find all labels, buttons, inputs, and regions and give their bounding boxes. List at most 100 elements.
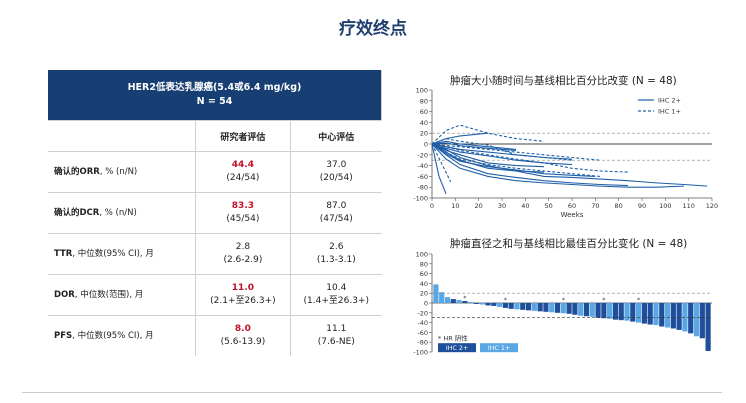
central-value: 87.0 (47/54) — [290, 192, 382, 234]
series-line — [431, 138, 573, 161]
y-tick-label: 60 — [420, 270, 428, 278]
table-row: 确认的ORR, % (n/N) 44.4 (24/54) 37.0 (20/54) — [48, 151, 382, 193]
y-tick-label: -20 — [417, 151, 428, 159]
y-tick-label: 100 — [416, 251, 428, 259]
bar — [699, 303, 705, 339]
bar — [595, 303, 601, 318]
investigator-value: 83.3 (45/54) — [195, 192, 292, 234]
bar — [456, 300, 462, 303]
table-row: 确认的DCR, % (n/N) 83.3 (45/54) 87.0 (47/54) — [48, 192, 382, 234]
bar — [537, 303, 543, 312]
x-axis-label: Weeks — [561, 211, 584, 219]
bar — [693, 303, 700, 337]
x-tick-label: 110 — [682, 202, 694, 210]
legend-label: IHC 1+ — [488, 345, 510, 352]
spider-chart-title: 肿瘤大小随时间与基线相比百分比改变 (N = 48) — [450, 75, 677, 87]
x-tick-label: 10 — [451, 202, 459, 210]
hr-negative-marker: * — [562, 297, 565, 304]
x-tick-label: 20 — [475, 202, 483, 210]
series-line — [431, 143, 447, 194]
bar — [607, 303, 613, 319]
table-header-line1: HER2低表达乳腺癌(5.4或6.4 mg/kg) — [127, 82, 302, 93]
table-header-row: HER2低表达乳腺癌(5.4或6.4 mg/kg) N = 54 — [48, 70, 382, 121]
x-tick-label: 120 — [706, 202, 718, 210]
x-tick-label: 30 — [498, 202, 506, 210]
x-tick-label: 40 — [521, 202, 529, 210]
footer-divider — [22, 392, 722, 393]
bar — [572, 303, 578, 315]
investigator-value: 11.0 (2.1+至26.3+) — [195, 274, 292, 316]
y-tick-label: 40 — [420, 119, 428, 127]
bar — [676, 303, 682, 330]
y-tick-label: -100 — [413, 349, 428, 357]
bar — [578, 303, 584, 316]
bar — [624, 303, 630, 321]
y-tick-label: -40 — [417, 319, 428, 327]
bar — [444, 297, 451, 303]
bar — [705, 303, 711, 352]
legend-note: * HR 阴性 — [438, 333, 468, 342]
x-tick-label: 90 — [638, 202, 646, 210]
bar — [554, 303, 561, 313]
y-tick-label: -20 — [417, 309, 428, 317]
y-tick-label: 20 — [420, 130, 428, 138]
y-tick-label: -100 — [413, 195, 428, 203]
series-line — [431, 142, 517, 152]
bar — [589, 303, 595, 317]
bar — [682, 303, 688, 332]
legend-label: IHC 1+ — [658, 108, 681, 116]
series-line — [431, 143, 629, 187]
waterfall-chart-title: 肿瘤直径之和与基线相比最佳百分比变化 (N = 48) — [450, 238, 688, 250]
bar — [583, 303, 590, 317]
x-tick-label: 70 — [591, 202, 599, 210]
x-tick-label: 80 — [615, 202, 623, 210]
bar — [659, 303, 665, 327]
x-tick-label: 60 — [568, 202, 576, 210]
legend-label: IHC 2+ — [446, 345, 468, 352]
bar — [433, 284, 439, 303]
y-tick-label: 0 — [424, 141, 428, 149]
slide-title: 疗效终点 — [339, 19, 407, 39]
efficacy-table: HER2低表达乳腺癌(5.4或6.4 mg/kg) N = 54 研究者评估 中… — [48, 70, 382, 356]
bar — [514, 303, 520, 310]
bar — [543, 303, 549, 312]
bar — [439, 292, 445, 303]
investigator-value: 2.8 (2.6-2.9) — [195, 233, 292, 275]
bar — [485, 303, 491, 306]
hr-negative-marker: * — [463, 295, 466, 302]
row-label: TTR, 中位数(95% CI), 月 — [48, 233, 196, 275]
series-line — [431, 143, 629, 173]
bar — [688, 303, 694, 334]
x-tick-label: 100 — [659, 202, 671, 210]
central-value: 11.1 (7.6-NE) — [317, 324, 355, 347]
hr-negative-marker: * — [602, 297, 605, 304]
y-tick-label: 0 — [424, 300, 428, 308]
y-tick-label: 40 — [420, 280, 428, 288]
y-tick-label: 80 — [420, 260, 428, 268]
bar — [670, 303, 676, 329]
central-value: 37.0 (20/54) — [290, 151, 382, 193]
row-label: 确认的DCR, % (n/N) — [48, 192, 196, 234]
y-tick-label: 20 — [420, 290, 428, 298]
series-line — [431, 143, 573, 166]
bar — [525, 303, 532, 311]
table-header-line2: N = 54 — [196, 96, 233, 107]
central-value: 10.4 (1.4+至26.3+) — [290, 274, 382, 316]
row-label: DOR, 中位数(范围), 月 — [48, 274, 196, 316]
bar — [520, 303, 526, 310]
table-row: PFS, 中位数(95% CI), 月 8.0 (5.6-13.9) 11.1 (7… — [48, 315, 382, 356]
hr-negative-marker: * — [504, 297, 507, 304]
bar — [647, 303, 653, 325]
legend-swatch — [438, 343, 476, 353]
bar — [664, 303, 671, 328]
y-tick-label: -80 — [417, 339, 428, 347]
x-tick-label: 0 — [430, 202, 434, 210]
bar — [601, 303, 607, 319]
bar — [566, 303, 572, 314]
bar — [560, 303, 566, 314]
y-tick-label: 100 — [416, 87, 428, 95]
column-header-central: 中心评估 — [290, 120, 382, 152]
bar — [508, 303, 514, 309]
